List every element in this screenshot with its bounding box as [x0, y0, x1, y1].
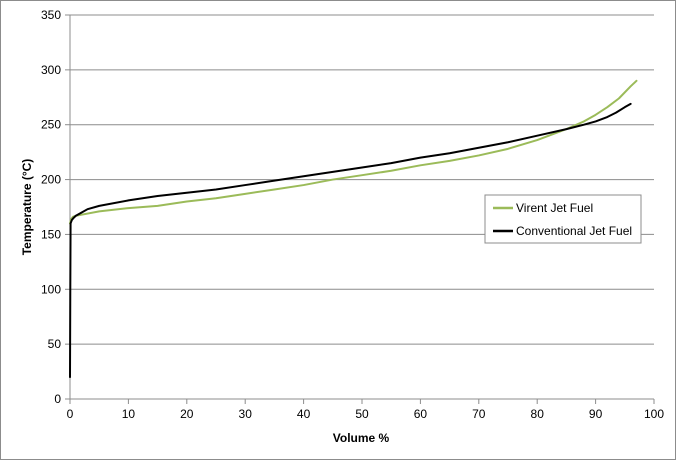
series-line-virent: [69, 79, 638, 225]
series-layer: [69, 79, 638, 379]
x-tick-label: 80: [531, 407, 545, 421]
y-axis-ticks: 0 50 100 150 200 250 300 350: [41, 8, 70, 406]
x-tick-label: 30: [239, 407, 253, 421]
legend-label-conventional: Conventional Jet Fuel: [516, 224, 632, 238]
y-tick-label: 0: [54, 392, 61, 406]
series-line-conventional: [69, 102, 632, 379]
x-tick-label: 70: [472, 407, 486, 421]
y-axis-title: Temperature (°C): [20, 159, 34, 256]
x-tick-label: 40: [297, 407, 311, 421]
x-tick-label: 60: [414, 407, 428, 421]
gridlines: [70, 14, 654, 345]
legend-label-virent: Virent Jet Fuel: [516, 201, 593, 215]
x-tick-label: 0: [67, 407, 74, 421]
x-tick-label: 20: [180, 407, 194, 421]
legend-box: [484, 194, 642, 244]
y-tick-label: 100: [41, 282, 61, 296]
legend: Virent Jet Fuel Conventional Jet Fuel: [484, 194, 642, 244]
x-tick-label: 50: [355, 407, 369, 421]
x-tick-label: 90: [589, 407, 603, 421]
y-tick-label: 250: [41, 118, 61, 132]
x-axis-title: Volume %: [333, 431, 390, 445]
y-tick-label: 200: [41, 173, 61, 187]
x-axis-ticks: 0 10 20 30 40 50 60 70 80 90 100: [67, 399, 664, 421]
y-tick-label: 150: [41, 227, 61, 241]
x-tick-label: 10: [122, 407, 136, 421]
y-tick-label: 50: [48, 337, 62, 351]
x-tick-label: 100: [644, 407, 664, 421]
y-tick-label: 350: [41, 8, 61, 22]
y-tick-label: 300: [41, 63, 61, 77]
